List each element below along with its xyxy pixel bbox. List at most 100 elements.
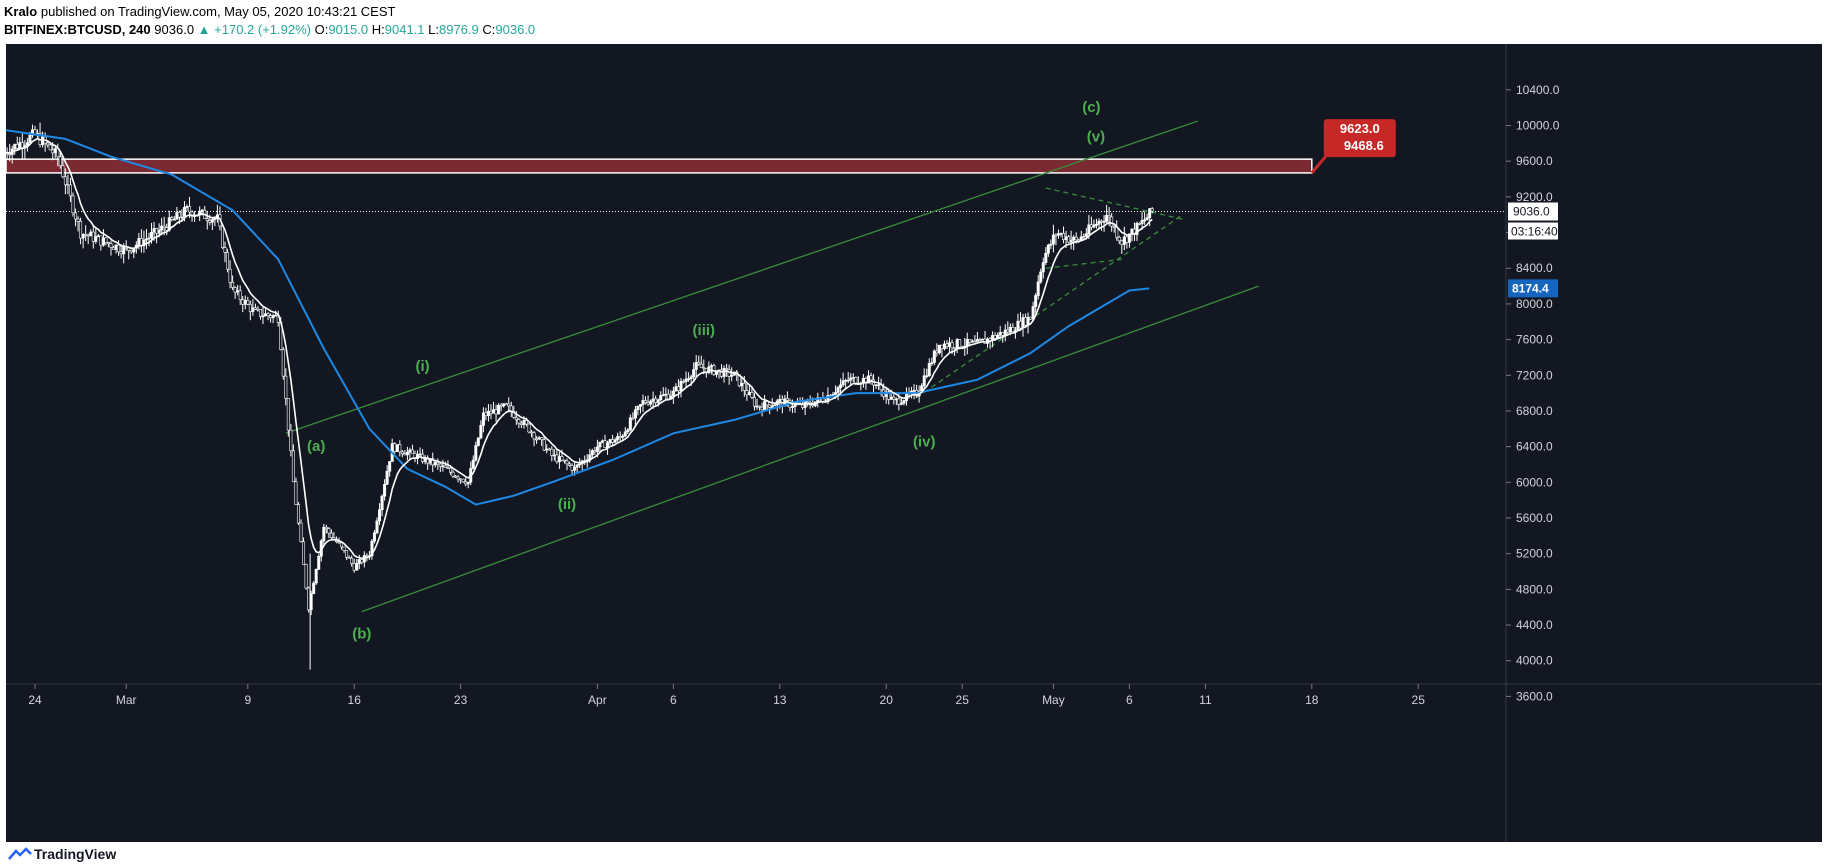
candle-body: [461, 478, 465, 483]
candle-body: [185, 206, 189, 208]
candle-body: [631, 417, 635, 420]
candle-body: [1112, 225, 1116, 228]
candle-body: [646, 402, 650, 405]
candle-body: [466, 481, 470, 485]
candle-body: [773, 404, 777, 407]
candle-body: [464, 481, 468, 485]
candle-body: [1143, 219, 1147, 222]
x-tick-label: 13: [773, 693, 787, 707]
tradingview-logo-icon[interactable]: [8, 846, 32, 862]
candle-body: [897, 398, 901, 405]
zone-badge: [1323, 119, 1396, 158]
candle-body: [702, 367, 706, 369]
candle-body: [484, 412, 488, 416]
candle-body: [274, 314, 278, 317]
candle-body: [360, 559, 364, 563]
candle-body: [350, 557, 354, 564]
candle-body: [1064, 236, 1068, 240]
candle-body: [935, 350, 939, 354]
ohlc-legend: BITFINEX:BTCUSD, 240 9036.0 ▲ +170.2 (+1…: [4, 22, 536, 37]
candle-body: [930, 362, 934, 364]
candle-body: [71, 195, 75, 214]
candle-body: [1107, 215, 1111, 218]
candle-body: [742, 382, 746, 391]
candle-body: [142, 239, 146, 247]
y-tick-label: 4000.0: [1516, 654, 1553, 668]
candle-body: [1102, 221, 1106, 223]
candle-body: [489, 410, 493, 414]
candle-body: [1100, 220, 1104, 223]
candle-body: [210, 219, 214, 223]
symbol-name: BITFINEX:BTCUSD: [4, 22, 122, 37]
candle-body: [436, 462, 440, 465]
candle-body: [1135, 222, 1139, 235]
candle-body: [317, 555, 321, 570]
candle-body: [1120, 240, 1124, 245]
chart-area[interactable]: (a) (b) (c) (i) (ii) (iii) (iv) (v) 10400.0 1000…: [6, 44, 1822, 842]
y-tick-label: 6400.0: [1516, 440, 1553, 454]
zone-bottom-value: 9468.6: [1344, 138, 1384, 153]
candle-body: [213, 218, 217, 220]
candle-body: [474, 445, 478, 461]
candle-body: [324, 526, 328, 529]
candle-body: [471, 459, 475, 469]
candle-body: [294, 481, 298, 505]
candle-body: [557, 456, 561, 463]
candle-body: [342, 546, 346, 551]
y-tick-label: 8000.0: [1516, 297, 1553, 311]
wave-label: (a): [307, 438, 325, 455]
candle-body: [659, 395, 663, 401]
candle-body: [740, 382, 744, 387]
candle-body: [1145, 217, 1149, 221]
candle-body: [722, 368, 726, 377]
candle-body: [547, 448, 551, 451]
candle-body: [456, 476, 460, 480]
candle-body: [1140, 220, 1144, 225]
candle-body: [1044, 253, 1048, 263]
candle-body: [545, 448, 549, 451]
candle-body: [633, 409, 637, 419]
candle-body: [887, 391, 891, 400]
candle-body: [231, 281, 235, 288]
candle-body: [770, 405, 774, 408]
candle-body: [758, 405, 762, 408]
candle-body: [590, 450, 594, 456]
candle-body: [785, 398, 789, 401]
candle-body: [241, 299, 245, 305]
candle-body: [1087, 224, 1091, 235]
candle-body: [299, 522, 303, 543]
candle-body: [403, 453, 407, 456]
candle-body: [18, 142, 22, 149]
candle-body: [327, 528, 331, 534]
candle-body: [61, 165, 65, 178]
x-tick-label: 24: [28, 693, 42, 707]
candle-body: [968, 339, 972, 343]
tradingview-brand[interactable]: TradingView: [34, 846, 117, 862]
candle-body: [375, 520, 379, 534]
candle-body: [573, 466, 577, 471]
candle-body: [476, 437, 480, 446]
candle-body: [674, 386, 678, 392]
candle-body: [532, 432, 536, 440]
y-tick-label: 9200.0: [1516, 190, 1553, 204]
candle-body: [459, 478, 463, 481]
candle-body: [84, 233, 88, 236]
candle-body: [400, 451, 404, 455]
candle-body: [555, 454, 559, 463]
author-name[interactable]: Kralo: [4, 4, 38, 19]
candle-body: [433, 462, 437, 466]
candle-body: [1051, 234, 1055, 245]
candle-body: [524, 420, 528, 425]
last-price: 9036.0: [154, 22, 195, 37]
candle-body: [144, 238, 148, 241]
countdown-badge: [1508, 222, 1558, 240]
candle-body: [337, 541, 341, 544]
price-chart[interactable]: (a)(b)(c)(i)(ii)(iii)(iv)(v) 10400.01000…: [6, 44, 1822, 842]
candle-body: [945, 343, 949, 347]
x-tick-label: 18: [1305, 693, 1319, 707]
candle-body: [91, 231, 95, 242]
candle-body: [494, 409, 498, 415]
candle-body: [302, 541, 306, 565]
candle-body: [312, 582, 316, 594]
candle-body: [261, 315, 265, 318]
